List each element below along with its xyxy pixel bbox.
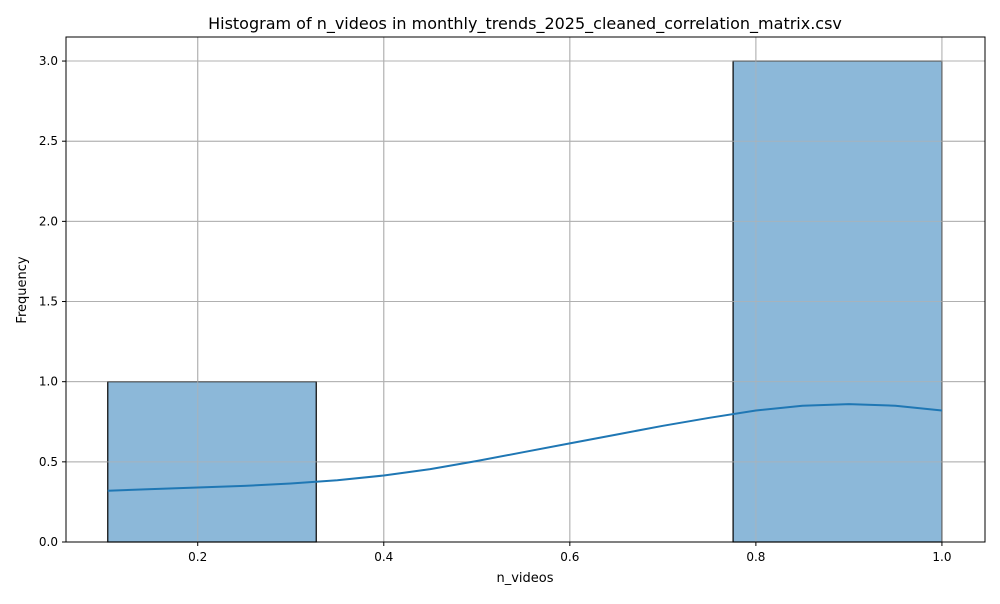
- y-tick-label: 0.0: [39, 535, 58, 549]
- histogram-bars: [66, 37, 985, 543]
- x-tick-label: 0.6: [560, 550, 579, 564]
- y-tick-label: 2.5: [39, 134, 58, 148]
- x-tick-label: 1.0: [932, 550, 951, 564]
- chart-title: Histogram of n_videos in monthly_trends_…: [208, 14, 842, 34]
- y-tick-label: 3.0: [39, 54, 58, 68]
- x-axis-ticks: 0.2 0.4 0.6 0.8 1.0: [188, 542, 951, 564]
- kde-curve-layer: [107, 403, 943, 492]
- plot-frame: [65, 36, 986, 543]
- y-tick-label: 2.0: [39, 214, 58, 228]
- y-tick-label: 1.5: [39, 295, 58, 309]
- x-tick-label: 0.4: [374, 550, 393, 564]
- x-tick-label: 0.8: [746, 550, 765, 564]
- kde-line: [107, 403, 943, 492]
- x-axis-label: n_videos: [496, 571, 553, 586]
- y-tick-label: 1.0: [39, 375, 58, 389]
- y-axis-label: Frequency: [15, 256, 30, 323]
- y-axis-ticks: 0.0 0.5 1.0 1.5 2.0 2.5 3.0: [39, 54, 66, 549]
- x-tick-label: 0.2: [188, 550, 207, 564]
- y-tick-label: 0.5: [39, 455, 58, 469]
